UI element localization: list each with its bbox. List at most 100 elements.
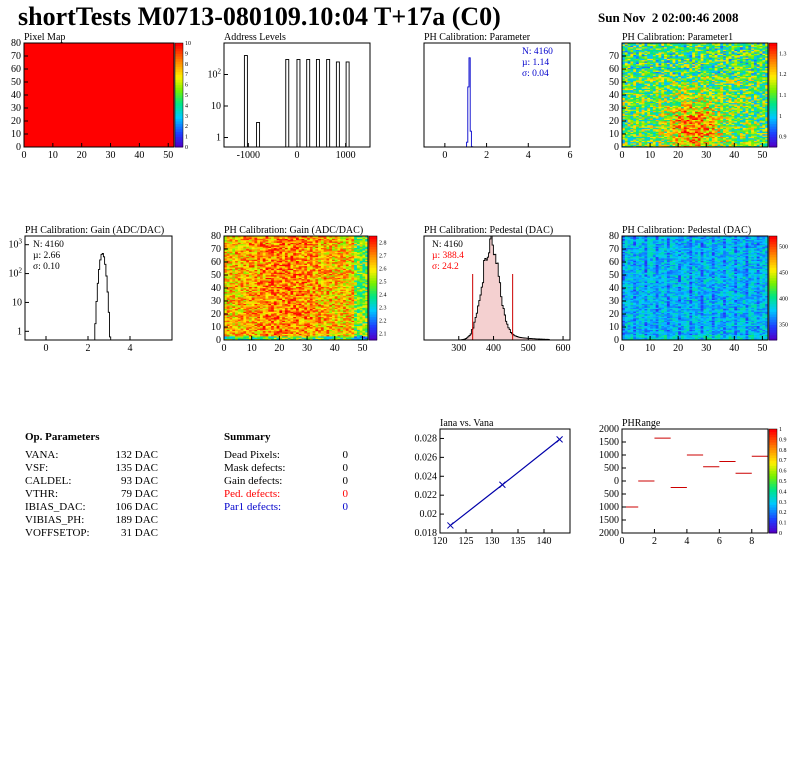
heatmap-cell [644,143,648,145]
heatmap-cell [633,79,637,81]
heatmap-cell [652,143,656,145]
heatmap-cell [638,75,642,78]
heatmap-cell [652,96,656,98]
heatmap-cell [644,82,648,84]
heatmap-cell [650,92,654,94]
heatmap-cell [624,139,628,141]
heatmap-cell [638,59,642,62]
heatmap-cell [638,74,642,76]
heatmap-cell [652,118,656,120]
heatmap-cell [622,79,626,81]
heatmap-cell [633,105,637,107]
heatmap-cell [655,134,659,136]
heatmap-cell [647,48,651,50]
heatmap-cell [627,74,631,76]
histogram-bar [285,59,290,148]
heatmap-cell [633,126,637,128]
heatmap-cell [633,59,637,62]
heatmap-cell [641,115,645,118]
heatmap-cell [650,136,654,139]
heatmap-cell [627,144,631,146]
heatmap-cell [655,131,659,133]
heatmap-cell [627,105,631,107]
heatmap-cell [627,109,631,111]
heatmap-cell [636,50,640,53]
palette-label: 1.3 [779,51,787,57]
heatmap-cell [627,119,631,122]
heatmap-cell [624,96,628,98]
heatmap-cell [627,139,631,141]
heatmap-cell [627,128,631,131]
heatmap-cell [644,106,648,109]
heatmap-cell [644,54,648,57]
heatmap-cell [624,95,628,97]
heatmap-cell [633,78,637,80]
heatmap-cell [622,69,626,71]
heatmap-cell [647,75,651,78]
heatmap-cell [647,46,651,49]
heatmap-cell [638,96,642,98]
heatmap-cell [627,132,631,135]
palette-cell [175,113,183,117]
heatmap-cell [641,122,645,124]
heatmap-cell [647,115,651,118]
heatmap-cell [641,46,645,49]
axes-frame [423,42,571,148]
ph-cal-parameter-title: PH Calibration: Parameter [424,32,531,43]
heatmap-cell [630,89,634,92]
x-tick-label: 0 [44,343,49,354]
heatmap-cell [641,72,645,75]
heatmap-cell [647,69,651,71]
y-tick-label: 10 [11,129,21,140]
heatmap-cell [641,111,645,114]
palette-label: 0 [185,145,188,151]
heatmap-cell [641,102,645,105]
heatmap-cell [627,95,631,97]
palette-cell [175,56,183,60]
heatmap-cell [636,137,640,140]
y-tick-label: 0 [614,142,619,153]
heatmap-cell [641,144,645,146]
heatmap-cell [624,89,628,92]
heatmap-cell [624,111,628,114]
heatmap-cell [647,143,651,145]
heatmap-cell [650,115,654,118]
heatmap-cell [638,54,642,57]
heatmap-cell [638,58,642,61]
heatmap-cell [636,74,640,76]
heatmap-cell [638,43,642,45]
palette-label: 1 [779,114,782,120]
heatmap-cell [624,117,628,119]
heatmap-cell [644,88,648,91]
palette-cell [175,82,183,86]
heatmap-cell [627,126,631,128]
palette-cell [175,102,183,106]
heatmap-cell [650,62,654,65]
heatmap-cell [644,78,648,80]
heatmap-cell [638,46,642,49]
heatmap-cell [633,67,637,70]
heatmap-cell [633,83,637,85]
y-tick-label: 30 [609,103,619,114]
palette-cell [175,76,183,80]
heatmap-cell [644,92,648,94]
heatmap-cell [636,132,640,135]
heatmap-cell [638,127,642,130]
heatmap-cell [630,82,634,84]
heatmap-cell [627,98,631,101]
heatmap-cell [633,98,637,101]
heatmap-cell [652,108,656,110]
heatmap-cell [638,140,642,143]
heatmap-cell [630,128,634,131]
heatmap-cell [644,111,648,114]
x-tick-label: 0 [22,150,27,161]
heatmap-cell [647,110,651,113]
heatmap-cell [624,45,628,48]
heatmap-cell [627,104,631,106]
heatmap-cell [624,102,628,105]
heatmap-cell [622,140,626,143]
heatmap-cell [638,124,642,127]
heatmap-cell [624,44,628,46]
heatmap-cell [633,61,637,63]
